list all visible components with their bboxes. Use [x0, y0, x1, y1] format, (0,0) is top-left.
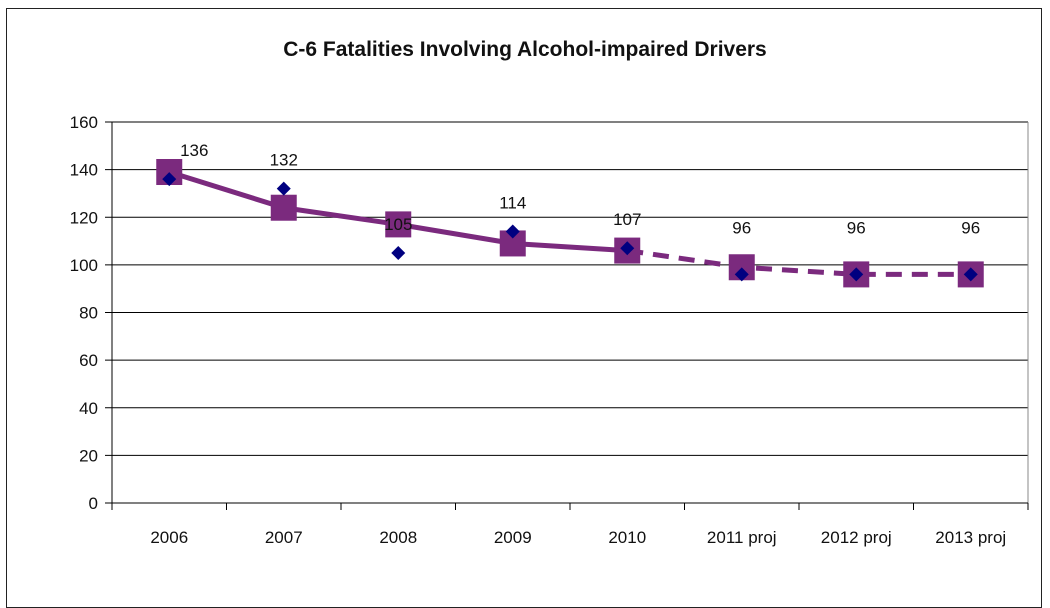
y-tick-label: 0 — [89, 494, 98, 513]
y-tick-label: 60 — [79, 351, 98, 370]
diamond-marker — [505, 224, 520, 239]
diamond-marker — [276, 181, 291, 196]
y-tick-label: 120 — [70, 208, 98, 227]
y-tick-label: 80 — [79, 304, 98, 323]
x-tick-label: 2007 — [265, 528, 303, 547]
y-tick-label: 20 — [79, 446, 98, 465]
square-marker — [385, 211, 412, 238]
square-marker — [270, 194, 297, 221]
data-label: 96 — [847, 218, 866, 237]
y-tick-label: 140 — [70, 161, 98, 180]
data-label: 132 — [270, 151, 298, 170]
data-label: 114 — [499, 194, 526, 213]
x-tick-label: 2006 — [150, 528, 188, 547]
axes — [105, 121, 1029, 510]
diamond-marker — [849, 267, 864, 282]
chart-frame — [6, 8, 1042, 608]
y-tick-label: 100 — [70, 256, 98, 275]
x-tick-label: 2009 — [494, 528, 532, 547]
y-tick-labels: 0 20 40 60 80 100 120 140 160 — [70, 113, 98, 513]
series — [156, 159, 984, 288]
x-tick-labels: 2006 2007 2008 2009 2010 2011 proj 2012 proj 20… — [150, 528, 1006, 547]
diamond-marker — [620, 241, 635, 256]
y-tick-label: 160 — [70, 113, 98, 132]
diamond-marker — [162, 172, 177, 187]
gridlines — [112, 121, 1028, 456]
data-label: 96 — [961, 218, 980, 237]
data-label: 105 — [384, 215, 412, 234]
data-label: 107 — [613, 210, 641, 229]
chart-title: C-6 Fatalities Involving Alcohol-impaire… — [283, 38, 767, 61]
x-tick-label: 2013 proj — [935, 528, 1006, 547]
x-tick-label: 2008 — [379, 528, 417, 547]
x-tick-label: 2010 — [608, 528, 646, 547]
x-tick-label: 2011 proj — [707, 528, 777, 547]
trend-line-projected — [626, 248, 971, 277]
trend-line-solid — [168, 169, 628, 254]
data-label: 136 — [180, 141, 208, 160]
data-label: 96 — [732, 218, 751, 237]
y-tick-label: 40 — [79, 399, 98, 418]
diamond-marker — [734, 267, 749, 282]
diamond-marker — [391, 245, 406, 260]
x-tick-label: 2012 proj — [821, 528, 892, 547]
data-labels: 136 132 105 114 107 96 96 96 — [180, 141, 980, 237]
diamond-marker — [963, 267, 978, 282]
